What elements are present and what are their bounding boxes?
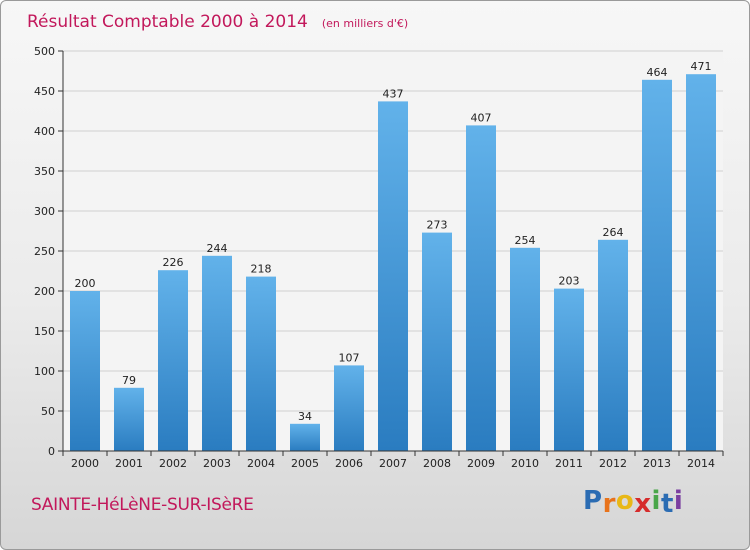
- data-label-2008: 273: [427, 219, 448, 232]
- bar-2005: [290, 423, 320, 451]
- y-tick-label: 500: [34, 45, 55, 58]
- data-label-2009: 407: [471, 111, 492, 124]
- bar-2004: [246, 276, 276, 451]
- bar-2002: [158, 270, 188, 451]
- x-tick-label: 2005: [291, 457, 319, 470]
- x-tick-label: 2010: [511, 457, 539, 470]
- data-label-2010: 254: [515, 234, 536, 247]
- data-label-2012: 264: [603, 226, 624, 239]
- y-tick-label: 350: [34, 165, 55, 178]
- x-tick-label: 2006: [335, 457, 363, 470]
- bar-2006: [334, 365, 364, 451]
- data-label-2014: 471: [691, 60, 712, 73]
- data-label-2002: 226: [163, 256, 184, 269]
- x-tick-labels: 2000 2001 2002 2003 2004 2005 2006 2007 2008 2009…: [62, 451, 724, 470]
- data-label-2004: 218: [251, 263, 272, 276]
- x-tick-label: 2011: [555, 457, 583, 470]
- bar-2011: [554, 288, 584, 451]
- y-tick-label: 400: [34, 125, 55, 138]
- x-tick-label: 2014: [687, 457, 715, 470]
- chart-title-unit: (en milliers d'€): [322, 17, 408, 30]
- x-tick-label: 2008: [423, 457, 451, 470]
- x-tick-label: 2013: [643, 457, 671, 470]
- x-tick-label: 2003: [203, 457, 231, 470]
- logo-letter: P: [583, 486, 603, 516]
- x-tick-label: 2000: [71, 457, 99, 470]
- data-label-2013: 464: [647, 66, 668, 79]
- logo-letter: i: [673, 486, 684, 516]
- data-label-2006: 107: [339, 351, 360, 364]
- logo-letter: o: [615, 486, 635, 516]
- data-label-2011: 203: [559, 275, 580, 288]
- bar-2012: [598, 239, 628, 451]
- x-tick-label: 2007: [379, 457, 407, 470]
- bar-2007: [378, 101, 408, 452]
- bar-2000: [70, 291, 100, 451]
- y-tick-label: 300: [34, 205, 55, 218]
- bar-2009: [466, 125, 496, 452]
- y-tick-label: 100: [34, 365, 55, 378]
- logo-letter: x: [634, 489, 652, 519]
- data-label-2000: 200: [75, 277, 96, 290]
- bar-2008: [422, 232, 452, 451]
- y-tick-label: 50: [41, 405, 55, 418]
- x-tick-label: 2001: [115, 457, 143, 470]
- bar-2013: [642, 79, 672, 452]
- place-name: SAINTE-HéLèNE-SUR-ISèRE: [31, 495, 254, 515]
- y-tick-label: 0: [48, 445, 55, 458]
- y-tick-label: 450: [34, 85, 55, 98]
- x-tick-label: 2009: [467, 457, 495, 470]
- y-tick-labels: 0 50 100 150 200 250 300 350 400 450 500: [34, 45, 63, 458]
- chart-title: Résultat Comptable 2000 à 2014 (en milli…: [27, 12, 408, 32]
- logo-letter: r: [602, 489, 616, 519]
- bar-2001: [114, 387, 144, 451]
- data-label-2001: 79: [122, 374, 136, 387]
- data-label-2005: 34: [298, 410, 312, 423]
- x-tick-label: 2012: [599, 457, 627, 470]
- bar-2010: [510, 247, 540, 451]
- data-label-2003: 244: [207, 242, 228, 255]
- bar-2014: [686, 74, 716, 451]
- y-tick-label: 150: [34, 325, 55, 338]
- logo-letter: i: [651, 486, 661, 516]
- data-label-2007: 437: [383, 87, 404, 100]
- x-tick-label: 2004: [247, 457, 275, 470]
- logo-letter: t: [660, 489, 674, 519]
- chart-title-main: Résultat Comptable 2000 à 2014: [27, 12, 308, 32]
- x-tick-label: 2002: [159, 457, 187, 470]
- bars: [70, 74, 716, 452]
- data-labels: 200 79 226 244 218 34 107 437 273 407 254 203 264 464…: [75, 60, 712, 423]
- y-tick-label: 200: [34, 285, 55, 298]
- proxiti-logo[interactable]: Proxiti: [583, 486, 684, 519]
- bar-2003: [202, 255, 232, 451]
- y-tick-label: 250: [34, 245, 55, 258]
